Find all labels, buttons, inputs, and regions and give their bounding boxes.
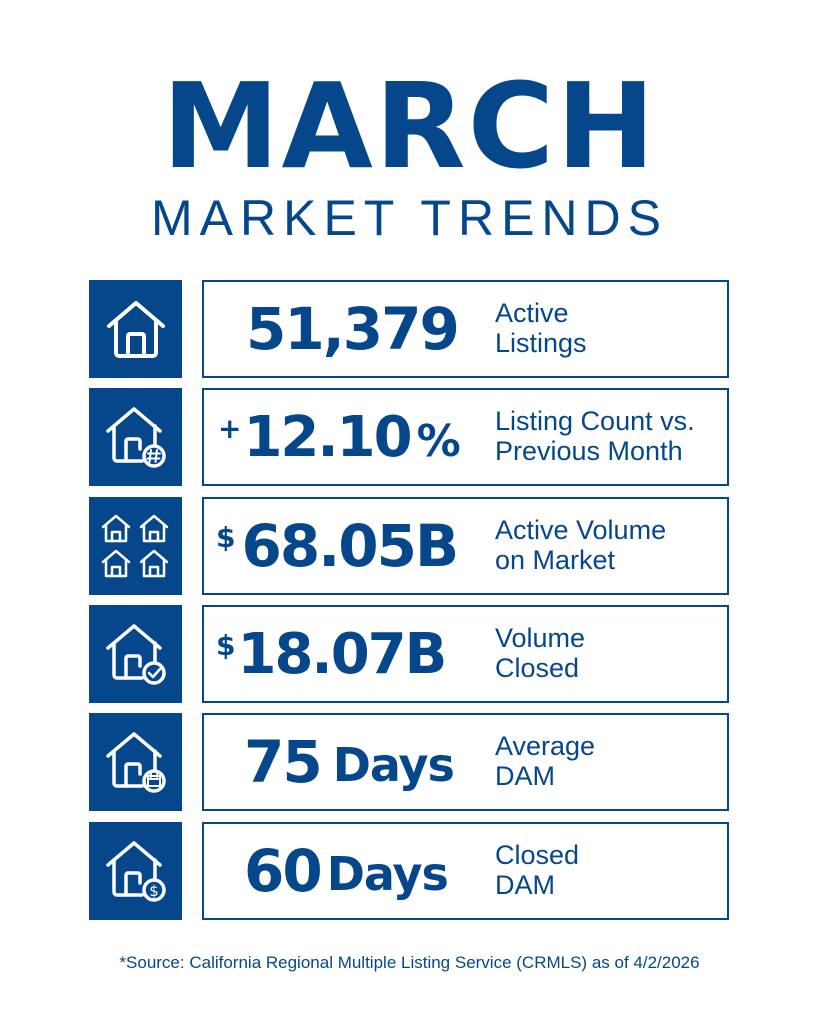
value-box: $ 18.07B Volume Closed [202, 605, 729, 703]
label-line1: Average [495, 731, 596, 761]
stat-number: 60 [244, 837, 323, 905]
stat-row-listing-count-change: + 12.10 % Listing Count vs. Previous Mon… [89, 388, 730, 486]
stat-value: 60 Days [244, 824, 449, 918]
label-line2: Closed [495, 653, 580, 683]
label-line1: Active [495, 298, 569, 328]
house-dollar-icon: $ [105, 841, 166, 902]
label-line2: DAM [495, 761, 555, 791]
icon-box [89, 280, 182, 378]
icon-box [89, 388, 182, 486]
stat-value: $ 68.05B [216, 499, 459, 593]
label-line1: Volume [495, 623, 586, 653]
label-line2: Previous Month [495, 436, 683, 466]
svg-text:$: $ [149, 882, 159, 900]
value-box: + 12.10 % Listing Count vs. Previous Mon… [202, 388, 729, 486]
stat-number: 18.07B [237, 621, 447, 687]
stat-value: + 12.10 % [218, 390, 461, 484]
house-icon [106, 301, 165, 358]
stat-suffix: % [416, 415, 461, 467]
stat-row-closed-dam: $ 60 Days Closed DAM [89, 822, 730, 920]
label-line1: Closed [495, 840, 580, 870]
stat-number: 51,379 [246, 295, 460, 363]
stat-prefix: + [218, 412, 242, 445]
stat-row-active-volume: $ 68.05B Active Volume on Market [89, 497, 730, 595]
label-line2: DAM [495, 870, 555, 900]
stat-label: Listing Count vs. Previous Month [495, 406, 695, 466]
stat-row-active-listings: 51,379 Active Listings [89, 280, 730, 378]
stat-prefix: $ [216, 629, 236, 662]
stat-suffix: Days [326, 847, 449, 901]
stat-label: Average DAM [495, 731, 595, 791]
value-box: $ 68.05B Active Volume on Market [202, 497, 729, 595]
house-hash-icon [105, 407, 166, 468]
stat-value: 75 Days [244, 715, 455, 809]
stat-value: 51,379 [246, 282, 460, 376]
house-check-icon [105, 624, 166, 685]
stat-number: 12.10 [243, 404, 412, 470]
stat-number: 68.05B [241, 512, 459, 580]
icon-box: $ [89, 822, 182, 920]
house-calendar-icon [105, 732, 166, 793]
icon-box [89, 605, 182, 703]
icon-box [89, 497, 182, 595]
page-subtitle: MARKET TRENDS [150, 190, 668, 246]
four-houses-icon [101, 514, 168, 578]
stat-label: Active Volume on Market [495, 515, 666, 575]
value-box: 60 Days Closed DAM [202, 822, 729, 920]
stat-suffix: Days [332, 738, 455, 792]
label-line1: Listing Count vs. [495, 406, 695, 436]
stat-prefix: $ [216, 521, 236, 554]
stat-row-average-dam: 75 Days Average DAM [89, 713, 730, 811]
stat-value: $ 18.07B [216, 607, 447, 701]
label-line1: Active Volume [495, 515, 667, 545]
stat-row-volume-closed: $ 18.07B Volume Closed [89, 605, 730, 703]
source-footnote: *Source: California Regional Multiple Li… [119, 953, 700, 972]
label-line2: on Market [495, 545, 616, 575]
page-title: MARCH [162, 57, 657, 195]
label-line2: Listings [495, 328, 587, 358]
stat-number: 75 [244, 728, 323, 796]
stat-label: Closed DAM [495, 840, 579, 900]
value-box: 51,379 Active Listings [202, 280, 729, 378]
stat-label: Volume Closed [495, 623, 585, 683]
stat-label: Active Listings [495, 298, 587, 358]
value-box: 75 Days Average DAM [202, 713, 729, 811]
icon-box [89, 713, 182, 811]
